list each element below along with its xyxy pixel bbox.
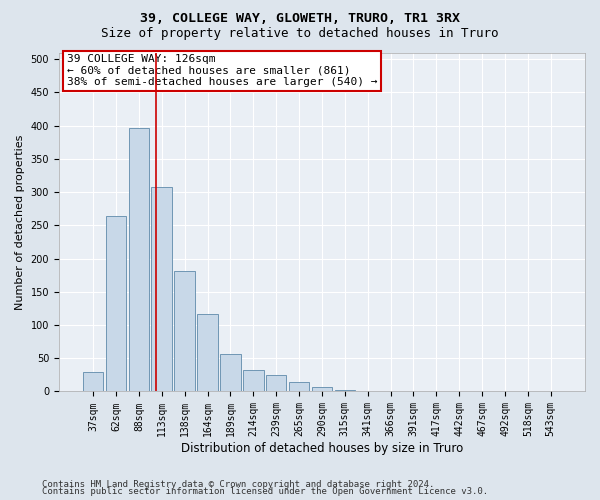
Text: Contains HM Land Registry data © Crown copyright and database right 2024.: Contains HM Land Registry data © Crown c… — [42, 480, 434, 489]
Text: Contains public sector information licensed under the Open Government Licence v3: Contains public sector information licen… — [42, 487, 488, 496]
Bar — [266, 375, 286, 392]
Bar — [358, 391, 378, 392]
Y-axis label: Number of detached properties: Number of detached properties — [15, 134, 25, 310]
Bar — [83, 372, 103, 392]
Text: Size of property relative to detached houses in Truro: Size of property relative to detached ho… — [101, 28, 499, 40]
Text: 39, COLLEGE WAY, GLOWETH, TRURO, TR1 3RX: 39, COLLEGE WAY, GLOWETH, TRURO, TR1 3RX — [140, 12, 460, 26]
Bar — [151, 188, 172, 392]
X-axis label: Distribution of detached houses by size in Truro: Distribution of detached houses by size … — [181, 442, 463, 455]
Bar — [220, 354, 241, 392]
Bar — [106, 216, 126, 392]
Bar — [197, 314, 218, 392]
Bar — [335, 390, 355, 392]
Bar — [243, 370, 263, 392]
Bar — [311, 388, 332, 392]
Bar — [541, 391, 561, 392]
Bar — [175, 271, 195, 392]
Text: 39 COLLEGE WAY: 126sqm
← 60% of detached houses are smaller (861)
38% of semi-de: 39 COLLEGE WAY: 126sqm ← 60% of detached… — [67, 54, 377, 88]
Bar — [380, 391, 401, 392]
Bar — [289, 382, 310, 392]
Bar — [128, 128, 149, 392]
